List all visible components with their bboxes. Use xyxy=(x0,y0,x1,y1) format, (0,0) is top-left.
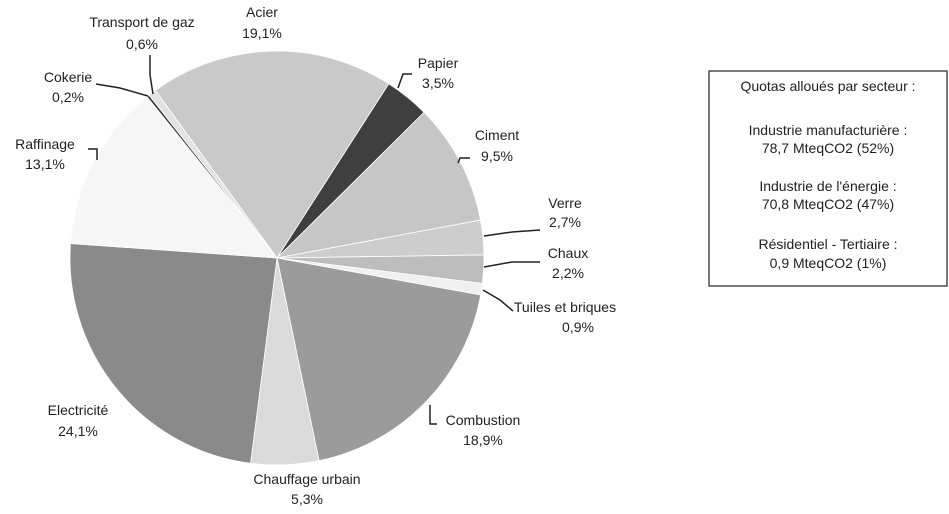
slice-value-label: 5,3% xyxy=(291,491,323,507)
slice-value-label: 13,1% xyxy=(25,156,65,172)
slice-label: Verre xyxy=(548,195,582,211)
box-value: 0,9 MteqCO2 (1%) xyxy=(770,255,887,271)
pie-slice xyxy=(276,257,482,462)
pie-slice xyxy=(275,111,481,259)
pie-slice xyxy=(154,50,390,259)
slice-label: Acier xyxy=(246,4,278,20)
slice-label: Chaux xyxy=(548,245,588,261)
slice-value-label: 0,2% xyxy=(52,89,84,105)
box-value: 78,7 MteqCO2 (52%) xyxy=(762,140,894,156)
leader-line xyxy=(483,261,540,268)
slice-label: Transport de gaz xyxy=(89,14,194,30)
box-value: 70,8 MteqCO2 (47%) xyxy=(762,196,894,212)
slice-value-label: 19,1% xyxy=(242,25,282,41)
slice-value-label: 9,5% xyxy=(481,148,513,164)
slice-value-label: 2,7% xyxy=(549,214,581,230)
slice-label: Chauffage urbain xyxy=(253,471,360,487)
slice-value-label: 2,2% xyxy=(552,265,584,281)
slice-value-label: 3,5% xyxy=(422,75,454,91)
leader-line xyxy=(482,289,514,312)
leader-line xyxy=(429,405,437,425)
slice-label: Tuiles et briques xyxy=(514,299,616,315)
slice-value-label: 0,6% xyxy=(126,36,158,52)
slice-label: Electricité xyxy=(48,402,109,418)
leader-line xyxy=(483,229,541,237)
leader-line xyxy=(95,83,149,97)
slice-label: Papier xyxy=(418,55,459,71)
pie-slice xyxy=(70,96,278,259)
box-title: Quotas alloués par secteur : xyxy=(740,78,915,94)
slice-value-label: 24,1% xyxy=(58,423,98,439)
box-label: Résidentiel - Tertiaire : xyxy=(758,236,897,252)
leader-line xyxy=(88,148,98,160)
slice-label: Ciment xyxy=(475,127,519,143)
slice-label: Raffinage xyxy=(15,136,75,152)
box-label: Industrie manufacturière : xyxy=(749,122,908,138)
slice-label: Combustion xyxy=(446,412,521,428)
slice-value-label: 0,9% xyxy=(562,319,594,335)
box-label: Industrie de l'énergie : xyxy=(759,178,896,194)
leader-line xyxy=(397,73,412,89)
pie-slice xyxy=(69,243,278,464)
annotation-box xyxy=(708,70,948,287)
leader-line xyxy=(149,55,154,95)
slice-value-label: 18,9% xyxy=(463,432,503,448)
leader-line xyxy=(457,157,470,164)
slice-label: Cokerie xyxy=(44,69,92,85)
